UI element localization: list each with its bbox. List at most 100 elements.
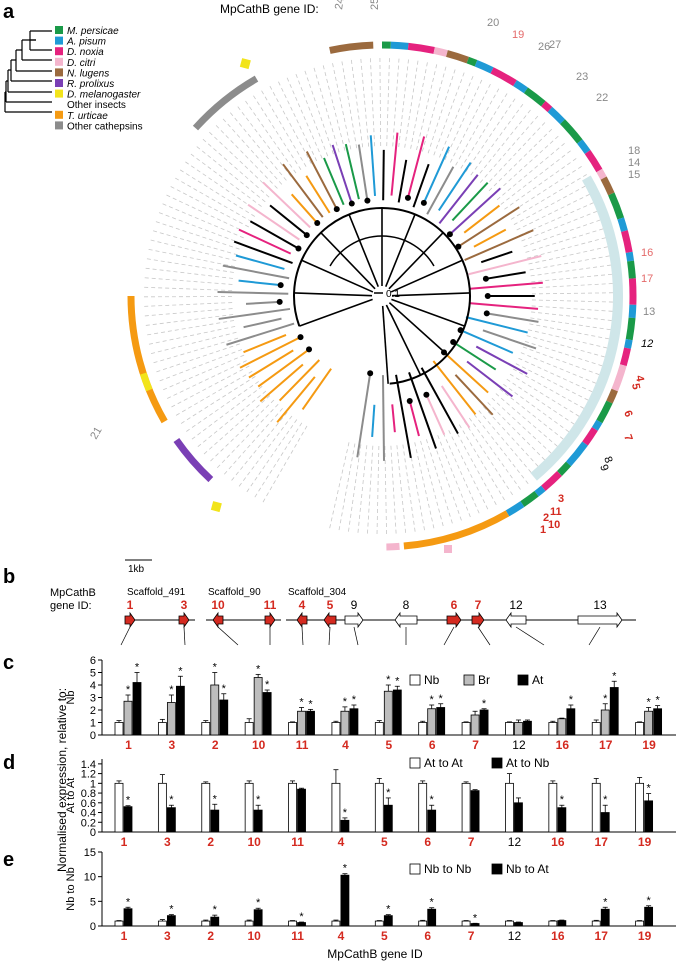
ring-segment bbox=[557, 461, 572, 476]
legend-swatch bbox=[55, 89, 63, 98]
bar bbox=[418, 722, 428, 736]
category-label: 10 bbox=[247, 929, 261, 943]
bar bbox=[461, 920, 471, 927]
tree-branch bbox=[475, 345, 528, 375]
category-label: 11 bbox=[291, 929, 304, 943]
leaf-leader bbox=[499, 388, 570, 444]
ring-gene-id: 20 bbox=[487, 17, 499, 29]
leaf-leader bbox=[518, 357, 599, 396]
category-label: 17 bbox=[595, 835, 609, 849]
bar bbox=[210, 809, 220, 833]
bar bbox=[374, 782, 384, 833]
legend-label: Other cathepsins bbox=[67, 121, 143, 132]
leaf-leader bbox=[197, 390, 267, 448]
y-tick-label: 0 bbox=[90, 827, 96, 839]
tree-branch bbox=[390, 132, 399, 196]
tree-branch bbox=[463, 204, 501, 234]
tree-branch bbox=[357, 144, 369, 201]
leaf-leader bbox=[145, 267, 234, 279]
gene-arrow bbox=[577, 611, 623, 629]
shared-y-axis-title: Normalised expression, relative to: bbox=[55, 688, 69, 872]
leaf-leader bbox=[222, 118, 283, 185]
significance-star: * bbox=[169, 684, 174, 696]
leaf-leader bbox=[152, 230, 238, 256]
ring-segment bbox=[474, 60, 494, 74]
leaf-leader bbox=[396, 445, 407, 533]
leaf-leader bbox=[421, 66, 447, 152]
bar bbox=[244, 920, 254, 927]
legend-swatch bbox=[55, 47, 63, 56]
panel-letter-e: e bbox=[3, 849, 14, 871]
leaf-leader bbox=[231, 411, 288, 481]
ring-segment bbox=[596, 168, 607, 180]
leaf-leader bbox=[186, 381, 259, 432]
ring-segment bbox=[523, 87, 546, 107]
leaf-leader bbox=[360, 58, 370, 147]
ring-segment bbox=[591, 419, 603, 431]
tree-branch bbox=[412, 163, 430, 208]
bar bbox=[374, 920, 384, 927]
bar bbox=[591, 722, 601, 736]
leaf-leader bbox=[398, 59, 409, 147]
category-label: 7 bbox=[472, 738, 479, 752]
category-label: 6 bbox=[424, 929, 431, 943]
leaf-leader bbox=[203, 395, 271, 455]
category-label: 10 bbox=[247, 835, 261, 849]
category-label: 6 bbox=[424, 835, 431, 849]
bar bbox=[644, 710, 654, 736]
bar bbox=[201, 722, 211, 736]
bar bbox=[123, 908, 133, 927]
tree-branch bbox=[422, 146, 451, 204]
scaffold-name: Scaffold_304 bbox=[288, 587, 347, 598]
tree-branch bbox=[395, 374, 412, 459]
legend-label: At to Nb bbox=[506, 756, 550, 770]
leaf-leader bbox=[196, 146, 266, 203]
significance-star: * bbox=[603, 794, 608, 806]
leaf-leader bbox=[523, 217, 607, 248]
legend-swatch bbox=[409, 863, 421, 875]
leaf-leader bbox=[496, 143, 565, 201]
bootstrap-node bbox=[314, 220, 321, 227]
category-label: 3 bbox=[169, 738, 176, 752]
ring-segment bbox=[560, 119, 583, 144]
leaf-leader bbox=[455, 88, 500, 166]
bar bbox=[609, 687, 619, 736]
y-tick-label: 1 bbox=[90, 778, 96, 790]
bar bbox=[600, 812, 610, 833]
category-label: 2 bbox=[207, 835, 214, 849]
leaf-leader bbox=[179, 169, 256, 217]
legend-label: D. citri bbox=[67, 58, 96, 69]
legend-swatch bbox=[463, 674, 475, 686]
legend-swatch bbox=[491, 757, 503, 769]
tree-branch bbox=[239, 336, 301, 369]
bar bbox=[514, 802, 523, 833]
species-color-ring bbox=[127, 41, 637, 553]
leaf-leader bbox=[488, 128, 553, 192]
bar bbox=[157, 722, 167, 736]
bootstrap-node bbox=[450, 339, 457, 346]
leaf-leader bbox=[444, 79, 483, 161]
tree-branch bbox=[217, 290, 289, 295]
ring-segment bbox=[513, 80, 528, 94]
connector-line bbox=[328, 626, 331, 646]
connector-line bbox=[120, 626, 131, 646]
gene-label: 12 bbox=[509, 598, 523, 612]
bootstrap-node bbox=[483, 310, 490, 317]
tree-branch bbox=[245, 300, 280, 305]
ring-gene-id: 7 bbox=[621, 433, 634, 443]
ring-gene-id: 5 bbox=[629, 382, 642, 390]
leaf-leader bbox=[269, 85, 312, 164]
leaf-leader bbox=[416, 64, 438, 151]
bootstrap-node bbox=[406, 397, 413, 404]
leaf-leader bbox=[262, 425, 308, 503]
tree-branch bbox=[276, 376, 316, 423]
category-label: 3 bbox=[164, 835, 171, 849]
tree-branch bbox=[440, 385, 471, 429]
tree-branch bbox=[278, 359, 321, 402]
tree-branch bbox=[457, 206, 520, 248]
tree-branch bbox=[480, 250, 513, 264]
leaf-leader bbox=[449, 83, 491, 163]
leaf-leader bbox=[510, 174, 587, 220]
significance-star: * bbox=[386, 904, 391, 916]
leaf-leader bbox=[504, 158, 577, 210]
